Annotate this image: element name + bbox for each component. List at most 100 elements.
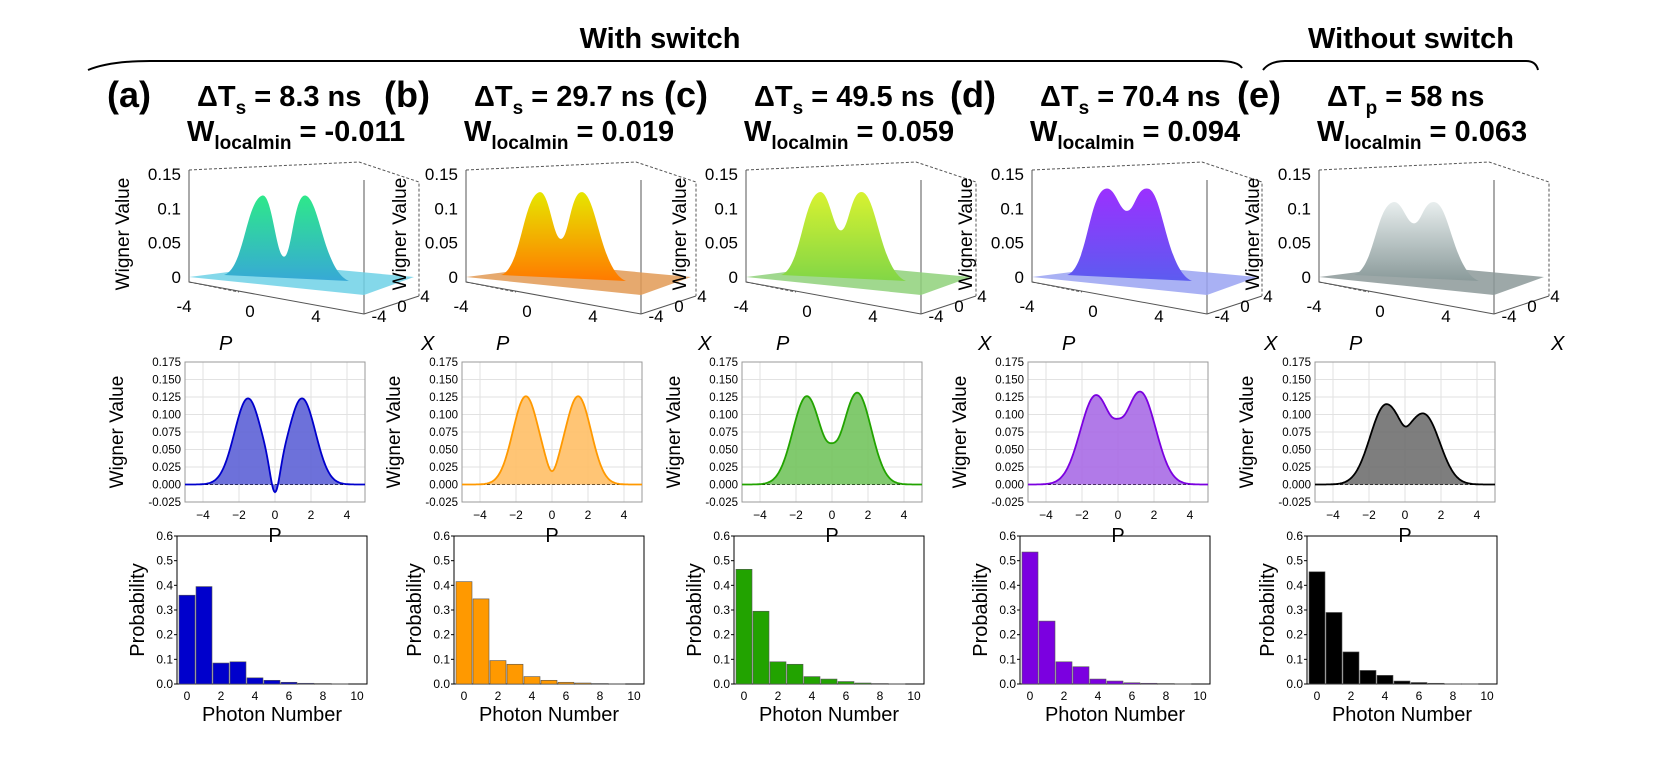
probability-bar — [212, 662, 230, 685]
y-tick-label: 0.125 — [709, 392, 738, 404]
y-tick-label: 0.0 — [433, 677, 450, 691]
p-axis-label: P — [496, 333, 510, 355]
y-tick-label: 0.2 — [713, 628, 730, 642]
probability-bar — [1461, 683, 1479, 685]
y-axis-label: Probability — [970, 563, 992, 656]
z-tick-label: 0.15 — [705, 165, 738, 184]
x-tick-label: 0 — [1240, 297, 1249, 316]
y-axis-label: Wigner Value — [950, 376, 971, 489]
z-tick-label: 0.15 — [148, 165, 181, 184]
x-tick-label: −2 — [1075, 508, 1089, 522]
x-tick-label: 10 — [1480, 689, 1494, 703]
x-tick-label: −2 — [789, 508, 803, 522]
group-brace-with-switch — [87, 60, 1243, 71]
z-axis-label: Wigner Value — [390, 178, 411, 291]
p-tick-label: 0 — [1088, 302, 1097, 321]
box-edge-back — [745, 281, 797, 293]
x-tick-label: 4 — [420, 287, 429, 306]
y-tick-label: 0.025 — [709, 462, 738, 474]
x-tick-label: 0 — [1115, 508, 1122, 522]
y-tick-label: 0.050 — [429, 445, 458, 457]
photon-distribution-plot: 0.0 0.1 0.2 0.3 0.4 0.5 0.6 0 2 4 6 8 10 Probability P… — [127, 529, 368, 726]
probability-bar — [540, 679, 558, 685]
x-axis-label: Photon Number — [479, 704, 619, 726]
y-tick-label: 0.175 — [152, 357, 181, 369]
y-tick-label: 0.6 — [713, 529, 730, 543]
plot-frame — [741, 361, 923, 503]
probability-bar — [246, 677, 264, 685]
x-tick-label: 6 — [286, 689, 293, 703]
panel-letter: (a) — [107, 74, 151, 115]
y-tick-label: 0.175 — [709, 357, 738, 369]
x-tick-label: 2 — [1438, 508, 1445, 522]
wigner-cut-area — [742, 392, 922, 485]
p-axis-label: P — [1062, 333, 1076, 355]
z-tick-label: 0.15 — [1278, 165, 1311, 184]
wigner-surface — [501, 192, 626, 281]
x-tick-label: 10 — [907, 689, 921, 703]
wigner-surface — [1067, 188, 1192, 281]
x-tick-label: 6 — [1416, 689, 1423, 703]
y-tick-label: 0.175 — [429, 357, 458, 369]
x-tick-label: 0 — [461, 689, 468, 703]
wigner-cut-area — [1028, 391, 1208, 485]
y-tick-label: 0.100 — [995, 410, 1024, 422]
box-edge-back — [1031, 281, 1083, 293]
z-tick-label: 0.15 — [425, 165, 458, 184]
wigner-cut-line — [185, 397, 365, 494]
p-tick-label: 0 — [1375, 302, 1384, 321]
y-axis-label: Wigner Value — [1237, 376, 1258, 489]
group-label-with-switch: With switch — [580, 23, 741, 55]
x-tick-label: 2 — [1151, 508, 1158, 522]
p-tick-label: 4 — [1154, 307, 1163, 326]
w-localmin-label: Wlocalmin = -0.011 — [187, 116, 405, 154]
y-tick-label: 0.075 — [995, 427, 1024, 439]
probability-bar — [1055, 661, 1073, 685]
x-tick-label: 0 — [272, 508, 279, 522]
probability-bar — [472, 598, 490, 685]
x-tick-label: −2 — [232, 508, 246, 522]
x-tick-label: 4 — [621, 508, 628, 522]
y-tick-label: 0.000 — [709, 480, 738, 492]
x-tick-label: 0 — [954, 297, 963, 316]
y-tick-label: 0.175 — [1282, 357, 1311, 369]
z-axis-label: Wigner Value — [113, 178, 134, 291]
p-axis-label: P — [219, 333, 233, 355]
box-edge-top — [745, 161, 977, 296]
x-tick-label: −2 — [1362, 508, 1376, 522]
x-tick-label: 0 — [1027, 689, 1034, 703]
y-axis-label: Wigner Value — [107, 376, 128, 489]
x-tick-label: −4 — [196, 508, 210, 522]
y-tick-label: 0.2 — [433, 628, 450, 642]
y-tick-label: 0.075 — [709, 427, 738, 439]
p-tick-label: 4 — [868, 307, 877, 326]
probability-bar — [1072, 666, 1090, 685]
probability-bar — [523, 676, 541, 685]
x-tick-label: 4 — [252, 689, 259, 703]
x-tick-label: -4 — [1214, 307, 1229, 326]
probability-bar — [1427, 682, 1445, 685]
panel-letter: (c) — [664, 74, 708, 115]
x-tick-label: -4 — [1501, 307, 1516, 326]
z-tick-label: 0.05 — [1278, 234, 1311, 253]
y-tick-label: 0.4 — [1286, 578, 1303, 592]
y-tick-label: 0.150 — [429, 375, 458, 387]
group-label-without-switch: Without switch — [1308, 23, 1514, 55]
x-tick-label: 8 — [1450, 689, 1457, 703]
p-tick-label: 0 — [522, 302, 531, 321]
probability-bar — [769, 661, 787, 685]
probability-bar — [1444, 683, 1462, 685]
x-tick-label: 4 — [344, 508, 351, 522]
box-edge-right — [1206, 295, 1263, 315]
y-tick-label: 0.175 — [995, 357, 1024, 369]
probability-bar — [297, 682, 315, 685]
y-tick-label: 0.075 — [152, 427, 181, 439]
x-tick-label: 0 — [184, 689, 191, 703]
x-tick-label: 2 — [1348, 689, 1355, 703]
y-tick-label: 0.5 — [713, 554, 730, 568]
probability-bar — [608, 683, 626, 685]
y-tick-label: 0.025 — [1282, 462, 1311, 474]
box-edge-top — [465, 161, 697, 296]
